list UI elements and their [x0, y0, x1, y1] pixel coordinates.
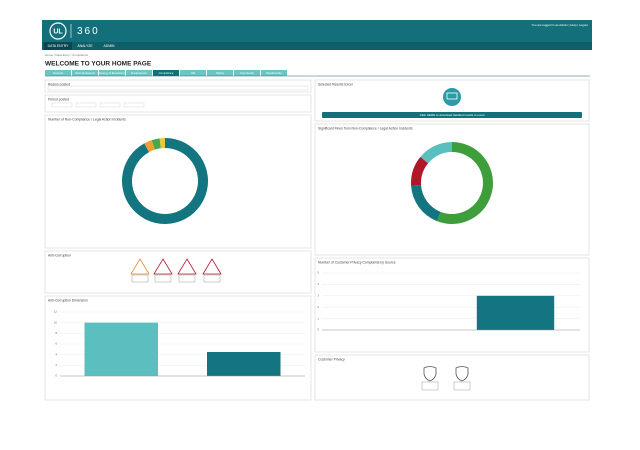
excel-icon — [443, 88, 461, 106]
donut-segment — [411, 156, 429, 186]
panel-title: Number of Non-Compliance / Legal Action … — [48, 117, 126, 121]
breadcrumb: Home / Data Entry / Compliance — [45, 53, 88, 57]
panel-title: Region posted — [48, 82, 70, 86]
nav-item[interactable]: ANALYZE — [77, 44, 93, 48]
icon-caption-box — [154, 274, 172, 283]
y-tick-label: 5 — [317, 271, 319, 275]
tab[interactable] — [180, 70, 206, 76]
tab-label[interactable]: Safety — [216, 71, 225, 75]
icon-caption-box — [203, 274, 221, 283]
y-tick-label: 4 — [55, 352, 57, 356]
tab-label[interactable]: HR — [191, 71, 195, 75]
period-select[interactable] — [51, 102, 73, 108]
nav-item[interactable]: DATA ENTRY — [48, 44, 69, 48]
y-tick-label: 6 — [55, 342, 57, 346]
panel — [44, 250, 312, 294]
tab-label[interactable]: Energy & Emissions — [99, 71, 125, 75]
panel-title: Significant Fines from Non-Compliance / … — [318, 126, 413, 130]
icon-caption-box — [453, 381, 471, 391]
panel — [44, 114, 312, 249]
warning-icon — [130, 258, 150, 275]
tab[interactable] — [261, 70, 287, 76]
donut-segment — [159, 138, 165, 149]
panel-title: Customer Privacy — [318, 357, 345, 361]
panel-title: Selected Results Excel — [318, 82, 353, 86]
y-tick-label: 2 — [55, 363, 57, 367]
tab-label[interactable]: Community — [240, 71, 255, 75]
y-tick-label: 0 — [317, 328, 319, 332]
excel-icon-screen — [446, 92, 458, 100]
warning-icon — [202, 258, 222, 275]
tab-label[interactable]: Environment — [131, 71, 147, 75]
tab-label[interactable]: General — [53, 71, 63, 75]
tab[interactable] — [72, 70, 98, 76]
panel-title: Anti-Corruption Dimension — [48, 298, 88, 302]
logo-text: UL — [53, 28, 63, 35]
header-bar — [42, 20, 592, 42]
nav-bar — [42, 42, 592, 50]
bar — [207, 352, 281, 376]
period-select[interactable] — [75, 102, 97, 108]
panel-title: Anti-Corruption — [48, 253, 71, 257]
shield-icon — [455, 366, 469, 382]
period-select[interactable] — [123, 102, 145, 108]
y-tick-label: 4 — [317, 282, 319, 286]
tab-label[interactable]: Compliance — [159, 71, 174, 75]
panel — [314, 354, 590, 401]
tab[interactable] — [234, 70, 260, 76]
icon-caption-box — [131, 274, 149, 283]
y-tick-label: 8 — [55, 331, 57, 335]
donut-segment — [420, 142, 452, 164]
tab[interactable] — [99, 70, 125, 76]
donut-segment — [151, 138, 161, 150]
y-tick-label: 12 — [54, 310, 58, 314]
tab[interactable] — [126, 70, 152, 76]
panel-title: Period posted — [48, 97, 69, 101]
bar — [84, 322, 158, 376]
donut-segment — [144, 140, 155, 153]
donut-segment — [436, 142, 493, 224]
icon-caption-box — [178, 274, 196, 283]
y-tick-label: 3 — [317, 294, 319, 298]
excel-button[interactable] — [322, 112, 582, 118]
tab[interactable] — [207, 70, 233, 76]
tab-label[interactable]: Membership — [266, 71, 282, 75]
region-input[interactable] — [47, 85, 309, 91]
tab[interactable] — [153, 70, 179, 76]
logo — [49, 22, 67, 40]
icon-caption-box — [421, 381, 439, 391]
period-select[interactable] — [99, 102, 121, 108]
tab[interactable] — [45, 70, 71, 76]
page-title: WELCOME TO YOUR HOME PAGE — [45, 61, 152, 68]
donut-segment — [411, 184, 441, 222]
tab-label[interactable]: GHG Emissions — [75, 71, 95, 75]
user-links: You are logged in as Admin | Help | Logo… — [531, 23, 588, 27]
nav-active — [44, 42, 72, 50]
y-tick-label: 0 — [55, 374, 57, 378]
shield-icon — [423, 366, 437, 382]
panel — [44, 94, 312, 113]
y-tick-label: 2 — [317, 305, 319, 309]
warning-icon — [153, 258, 173, 275]
panel-title: Number of Customer Privacy Complaints by… — [318, 260, 396, 264]
excel-button-label[interactable]: Click HERE to download detailed results … — [420, 113, 485, 117]
bar — [476, 295, 555, 330]
product-name: 360 — [77, 26, 100, 37]
y-tick-label: 10 — [54, 320, 58, 324]
nav-item[interactable]: ADMIN — [104, 44, 115, 48]
y-tick-label: 1 — [317, 316, 319, 320]
warning-icon — [177, 258, 197, 275]
